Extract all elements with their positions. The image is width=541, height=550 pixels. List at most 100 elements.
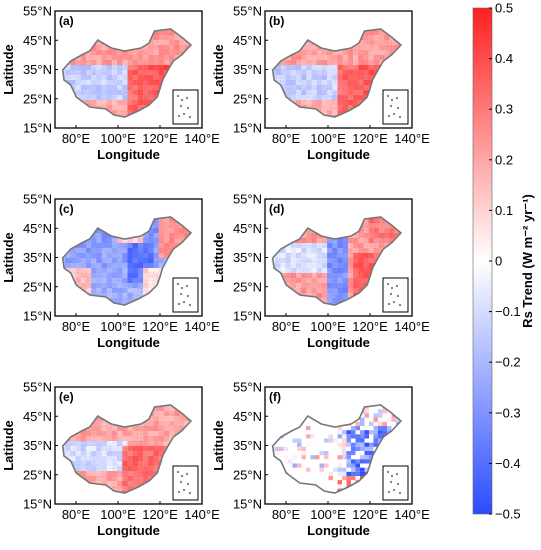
trend-cell — [143, 65, 149, 71]
trend-cell — [316, 268, 323, 274]
station-cell — [342, 455, 347, 460]
trend-cell — [321, 50, 328, 56]
trend-cell — [153, 451, 159, 457]
trend-cell — [101, 60, 108, 66]
trend-cell — [163, 55, 170, 61]
trend-cell — [106, 283, 113, 289]
trend-cell — [80, 55, 87, 61]
trend-cell — [127, 90, 133, 96]
trend-cell — [143, 80, 149, 86]
station-cell — [337, 455, 342, 460]
island-mark — [396, 294, 400, 298]
station-cell — [360, 430, 365, 435]
trend-cell — [91, 426, 97, 432]
trend-cell — [101, 85, 108, 91]
trend-cell — [158, 406, 165, 412]
trend-cell — [179, 426, 185, 432]
trend-cell — [91, 95, 97, 101]
trend-cell — [70, 456, 76, 462]
trend-cell — [379, 45, 385, 51]
trend-cell — [80, 85, 87, 91]
trend-cell — [363, 223, 369, 229]
trend-cell — [321, 253, 328, 259]
station-cell — [355, 459, 360, 464]
island-mark — [185, 96, 189, 100]
trend-cell — [65, 65, 71, 71]
station-cell — [378, 413, 383, 418]
trend-cell — [169, 406, 175, 412]
trend-cell — [311, 90, 318, 96]
trend-cell — [148, 456, 154, 462]
trend-cell — [337, 100, 343, 106]
station-cell — [301, 455, 306, 460]
trend-cell — [65, 253, 71, 259]
trend-cell — [337, 288, 343, 294]
panel-label: (b) — [269, 14, 284, 28]
trend-cell — [85, 471, 92, 477]
trend-cell — [301, 273, 307, 279]
trend-cell — [85, 90, 92, 96]
station-cell — [355, 434, 360, 439]
trend-cell — [122, 293, 128, 299]
station-cell — [373, 413, 378, 418]
trend-cell — [285, 60, 292, 66]
trend-cell — [148, 75, 154, 81]
trend-cell — [153, 278, 159, 284]
trend-cell — [132, 471, 139, 477]
trend-cell — [373, 248, 380, 254]
trend-cell — [132, 70, 139, 76]
trend-cell — [96, 278, 102, 284]
trend-cell — [169, 416, 175, 422]
trend-cell — [368, 55, 375, 61]
trend-cell — [80, 461, 87, 467]
trend-cell — [368, 75, 375, 81]
trend-cell — [280, 65, 286, 71]
trend-cell — [132, 253, 139, 259]
trend-cell — [153, 238, 159, 244]
trend-cell — [158, 60, 165, 66]
trend-cell — [122, 283, 128, 289]
trend-cell — [285, 263, 292, 269]
trend-cell — [137, 476, 144, 482]
trend-cell — [122, 431, 128, 437]
station-cell — [360, 455, 365, 460]
trend-cell — [106, 268, 113, 274]
trend-cell — [332, 80, 338, 86]
trend-cell — [91, 441, 97, 447]
trend-cell — [295, 100, 302, 106]
trend-cell — [111, 263, 118, 269]
trend-cell — [158, 40, 165, 46]
trend-cell — [75, 273, 82, 279]
trend-cell — [306, 288, 312, 294]
trend-cell — [285, 248, 292, 254]
station-cell — [342, 438, 347, 443]
trend-cell — [132, 451, 139, 457]
trend-cell — [347, 238, 354, 244]
trend-cell — [122, 50, 128, 56]
trend-cell — [91, 55, 97, 61]
trend-cell — [101, 258, 108, 264]
station-cell — [297, 438, 302, 443]
trend-cell — [290, 55, 297, 61]
trend-cell — [321, 248, 328, 254]
trend-cell — [106, 263, 113, 269]
trend-cell — [158, 70, 165, 76]
trend-cell — [122, 426, 128, 432]
trend-cell — [153, 228, 159, 234]
station-cell — [337, 430, 342, 435]
station-cell — [342, 476, 347, 481]
trend-cell — [122, 243, 128, 249]
trend-cell — [101, 50, 108, 56]
station-cell — [319, 463, 324, 468]
trend-cell — [127, 278, 133, 284]
trend-cell — [137, 481, 144, 487]
station-cell — [342, 434, 347, 439]
trend-cell — [106, 70, 113, 76]
trend-cell — [96, 431, 102, 437]
station-cell — [351, 451, 356, 456]
trend-cell — [158, 451, 165, 457]
station-cell — [292, 438, 297, 443]
trend-cell — [158, 30, 165, 36]
trend-cell — [143, 60, 149, 66]
station-cell — [346, 476, 351, 481]
